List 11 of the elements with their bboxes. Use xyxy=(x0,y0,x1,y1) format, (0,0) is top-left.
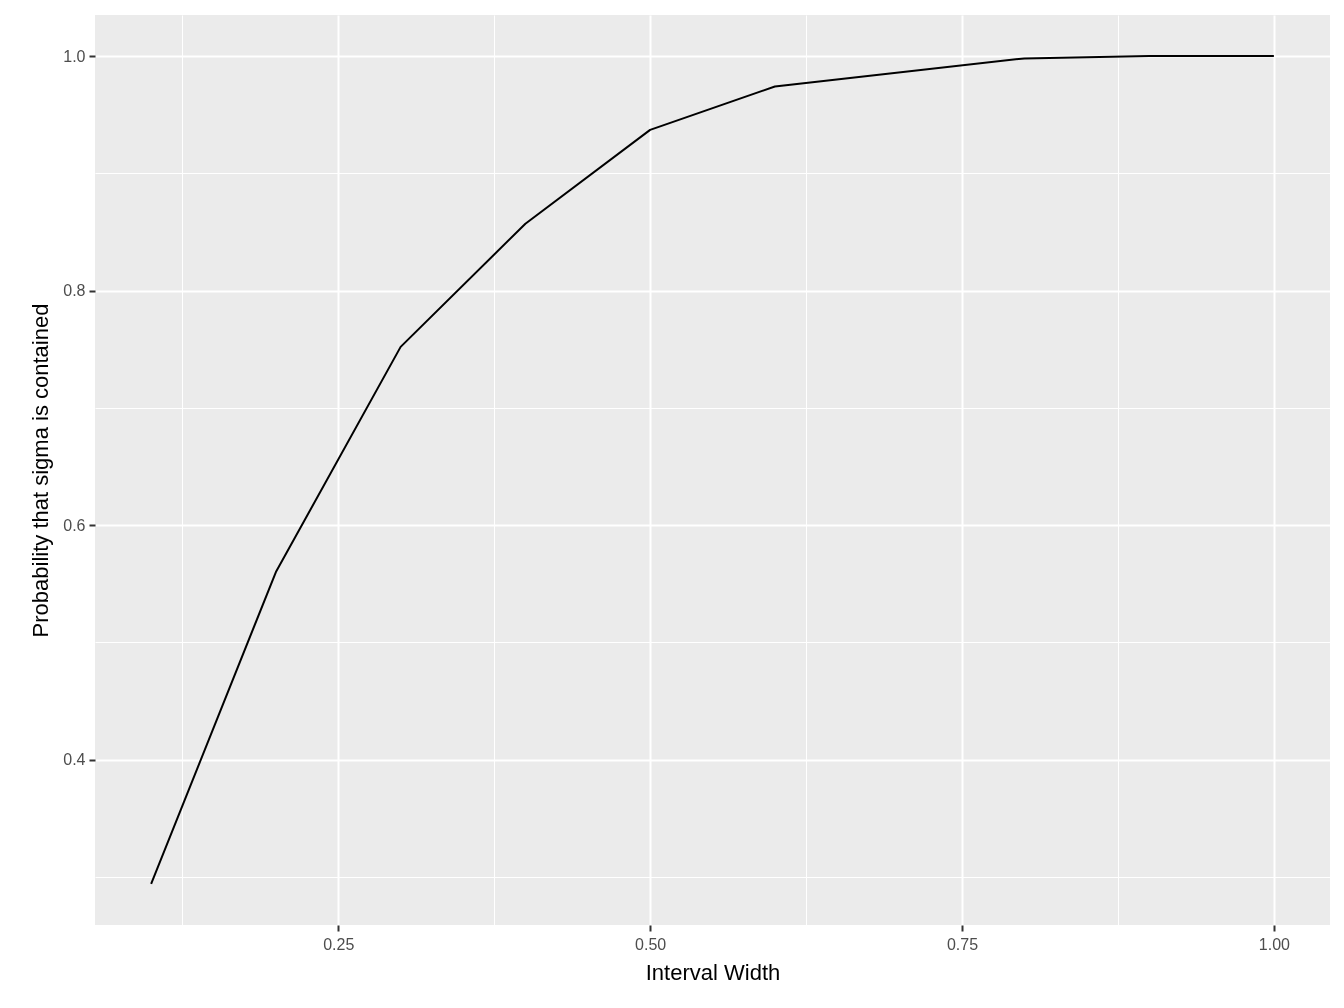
y-tick-label: 0.6 xyxy=(63,516,86,534)
x-tick-label: 0.25 xyxy=(323,935,355,953)
x-tick-label: 1.00 xyxy=(1258,935,1291,953)
x-tick-label: 0.50 xyxy=(635,935,667,953)
x-axis-title: Interval Width xyxy=(645,959,781,985)
y-tick-label: 1.0 xyxy=(63,47,86,65)
x-tick-label: 0.75 xyxy=(946,935,979,953)
line-series xyxy=(150,55,1275,885)
y-tick-label: 0.4 xyxy=(63,751,86,769)
y-axis-title: Probability that sigma is contained xyxy=(28,303,54,638)
y-tick-label: 0.8 xyxy=(63,282,86,300)
